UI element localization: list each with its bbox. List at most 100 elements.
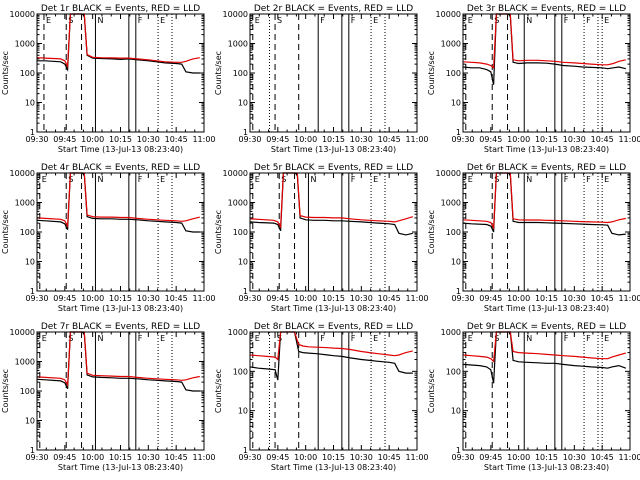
x-tick-label: 10:00 [507, 135, 530, 144]
x-tick-label: 10:45 [165, 135, 188, 144]
y-tick-label: 1 [456, 287, 461, 296]
y-axis-label: Counts/sec [1, 210, 10, 254]
event-marker-label: F [138, 334, 143, 343]
series-events [462, 172, 626, 236]
series-lld [36, 13, 200, 69]
x-tick-label: 10:45 [591, 135, 614, 144]
y-tick-label: 100 [233, 69, 248, 78]
event-marker-label: E [468, 175, 473, 184]
x-tick-label: 09:30 [238, 135, 261, 144]
y-tick-label: 10000 [436, 10, 461, 19]
y-tick-label: 10000 [223, 169, 248, 178]
event-marker-label: E [373, 16, 378, 25]
y-tick-label: 10 [238, 407, 248, 416]
x-tick-label: 09:45 [479, 135, 502, 144]
event-marker-label: N [310, 175, 316, 184]
x-axis-label: Start Time (13-Jul-13 08:23:40) [271, 145, 396, 154]
x-tick-label: 10:15 [322, 453, 345, 462]
event-marker-label: F [138, 16, 143, 25]
plot-frame [36, 172, 205, 292]
x-tick-label: 09:45 [266, 453, 289, 462]
series-lld [36, 331, 200, 388]
event-marker-label: N [526, 16, 532, 25]
x-axis-label: Start Time (13-Jul-13 08:23:40) [484, 304, 609, 313]
y-tick-label: 1000 [228, 199, 248, 208]
y-tick-label: 10000 [10, 169, 35, 178]
panel-title: Det 4r BLACK = Events, RED = LLD [41, 163, 200, 173]
panel-title: Det 9r BLACK = Events, RED = LLD [467, 322, 626, 332]
y-axis-label: Counts/sec [1, 369, 10, 413]
event-marker-label: F [320, 16, 325, 25]
y-tick-label: 1000 [15, 199, 35, 208]
event-marker-label: E [468, 334, 473, 343]
y-axis-label: Counts/sec [427, 369, 436, 413]
event-marker-label: F [586, 334, 591, 343]
x-tick-label: 11:00 [405, 294, 428, 303]
event-marker-label: E [160, 175, 165, 184]
event-marker-label: S [68, 175, 73, 184]
x-axis-label: Start Time (13-Jul-13 08:23:40) [58, 463, 183, 472]
event-marker-label: E [373, 175, 378, 184]
event-marker-label: E [46, 16, 51, 25]
y-tick-label: 1 [30, 287, 35, 296]
x-tick-label: 10:15 [535, 453, 558, 462]
y-tick-label: 100 [20, 387, 35, 396]
event-marker-label: F [320, 334, 325, 343]
x-axis-label: Start Time (13-Jul-13 08:23:40) [58, 145, 183, 154]
x-tick-label: 10:15 [109, 135, 132, 144]
x-tick-label: 10:30 [563, 453, 586, 462]
event-marker-label: N [97, 175, 103, 184]
event-marker-label: E [468, 16, 473, 25]
plot-frame [462, 172, 631, 292]
x-tick-label: 09:30 [25, 453, 48, 462]
x-tick-label: 09:45 [53, 294, 76, 303]
y-tick-label: 1000 [228, 328, 248, 337]
series-events [37, 13, 200, 74]
panel-title: Det 2r BLACK = Events, RED = LLD [254, 4, 413, 14]
y-tick-label: 10 [25, 258, 35, 267]
event-marker-label: E [255, 334, 260, 343]
event-marker-label: N [97, 16, 103, 25]
series-events [462, 13, 626, 85]
panel-title: Det 7r BLACK = Events, RED = LLD [41, 322, 200, 332]
y-tick-label: 1 [456, 446, 461, 455]
y-tick-label: 10 [238, 99, 248, 108]
x-tick-label: 09:30 [451, 453, 474, 462]
y-tick-label: 10000 [10, 10, 35, 19]
event-marker-label: E [604, 175, 609, 184]
x-tick-label: 10:45 [378, 453, 401, 462]
x-axis-label: Start Time (13-Jul-13 08:23:40) [271, 463, 396, 472]
x-tick-label: 11:00 [192, 294, 215, 303]
series-events [249, 172, 413, 236]
y-tick-label: 1 [30, 128, 35, 137]
x-tick-label: 09:30 [451, 135, 474, 144]
series-events [36, 331, 200, 392]
event-marker-label: F [138, 175, 143, 184]
x-axis-label: Start Time (13-Jul-13 08:23:40) [58, 304, 183, 313]
y-tick-label: 1 [456, 128, 461, 137]
x-tick-label: 10:15 [322, 294, 345, 303]
x-tick-label: 10:30 [137, 294, 160, 303]
event-marker-label: S [494, 334, 499, 343]
series-lld [462, 13, 626, 70]
y-tick-label: 1 [243, 446, 248, 455]
panel-title: Det 1r BLACK = Events, RED = LLD [41, 4, 200, 14]
y-tick-label: 100 [233, 367, 248, 376]
x-tick-label: 10:45 [591, 294, 614, 303]
event-marker-label: F [586, 175, 591, 184]
x-tick-label: 10:45 [378, 294, 401, 303]
y-tick-label: 10 [451, 99, 461, 108]
x-tick-label: 09:30 [238, 294, 261, 303]
x-tick-label: 10:30 [350, 294, 373, 303]
y-axis-label: Counts/sec [214, 369, 223, 413]
y-tick-label: 1000 [441, 328, 461, 337]
x-tick-label: 09:45 [53, 135, 76, 144]
series-events [249, 331, 413, 381]
event-marker-label: S [494, 175, 499, 184]
y-tick-label: 1000 [15, 40, 35, 49]
x-tick-label: 10:00 [294, 135, 317, 144]
x-tick-label: 09:45 [266, 294, 289, 303]
